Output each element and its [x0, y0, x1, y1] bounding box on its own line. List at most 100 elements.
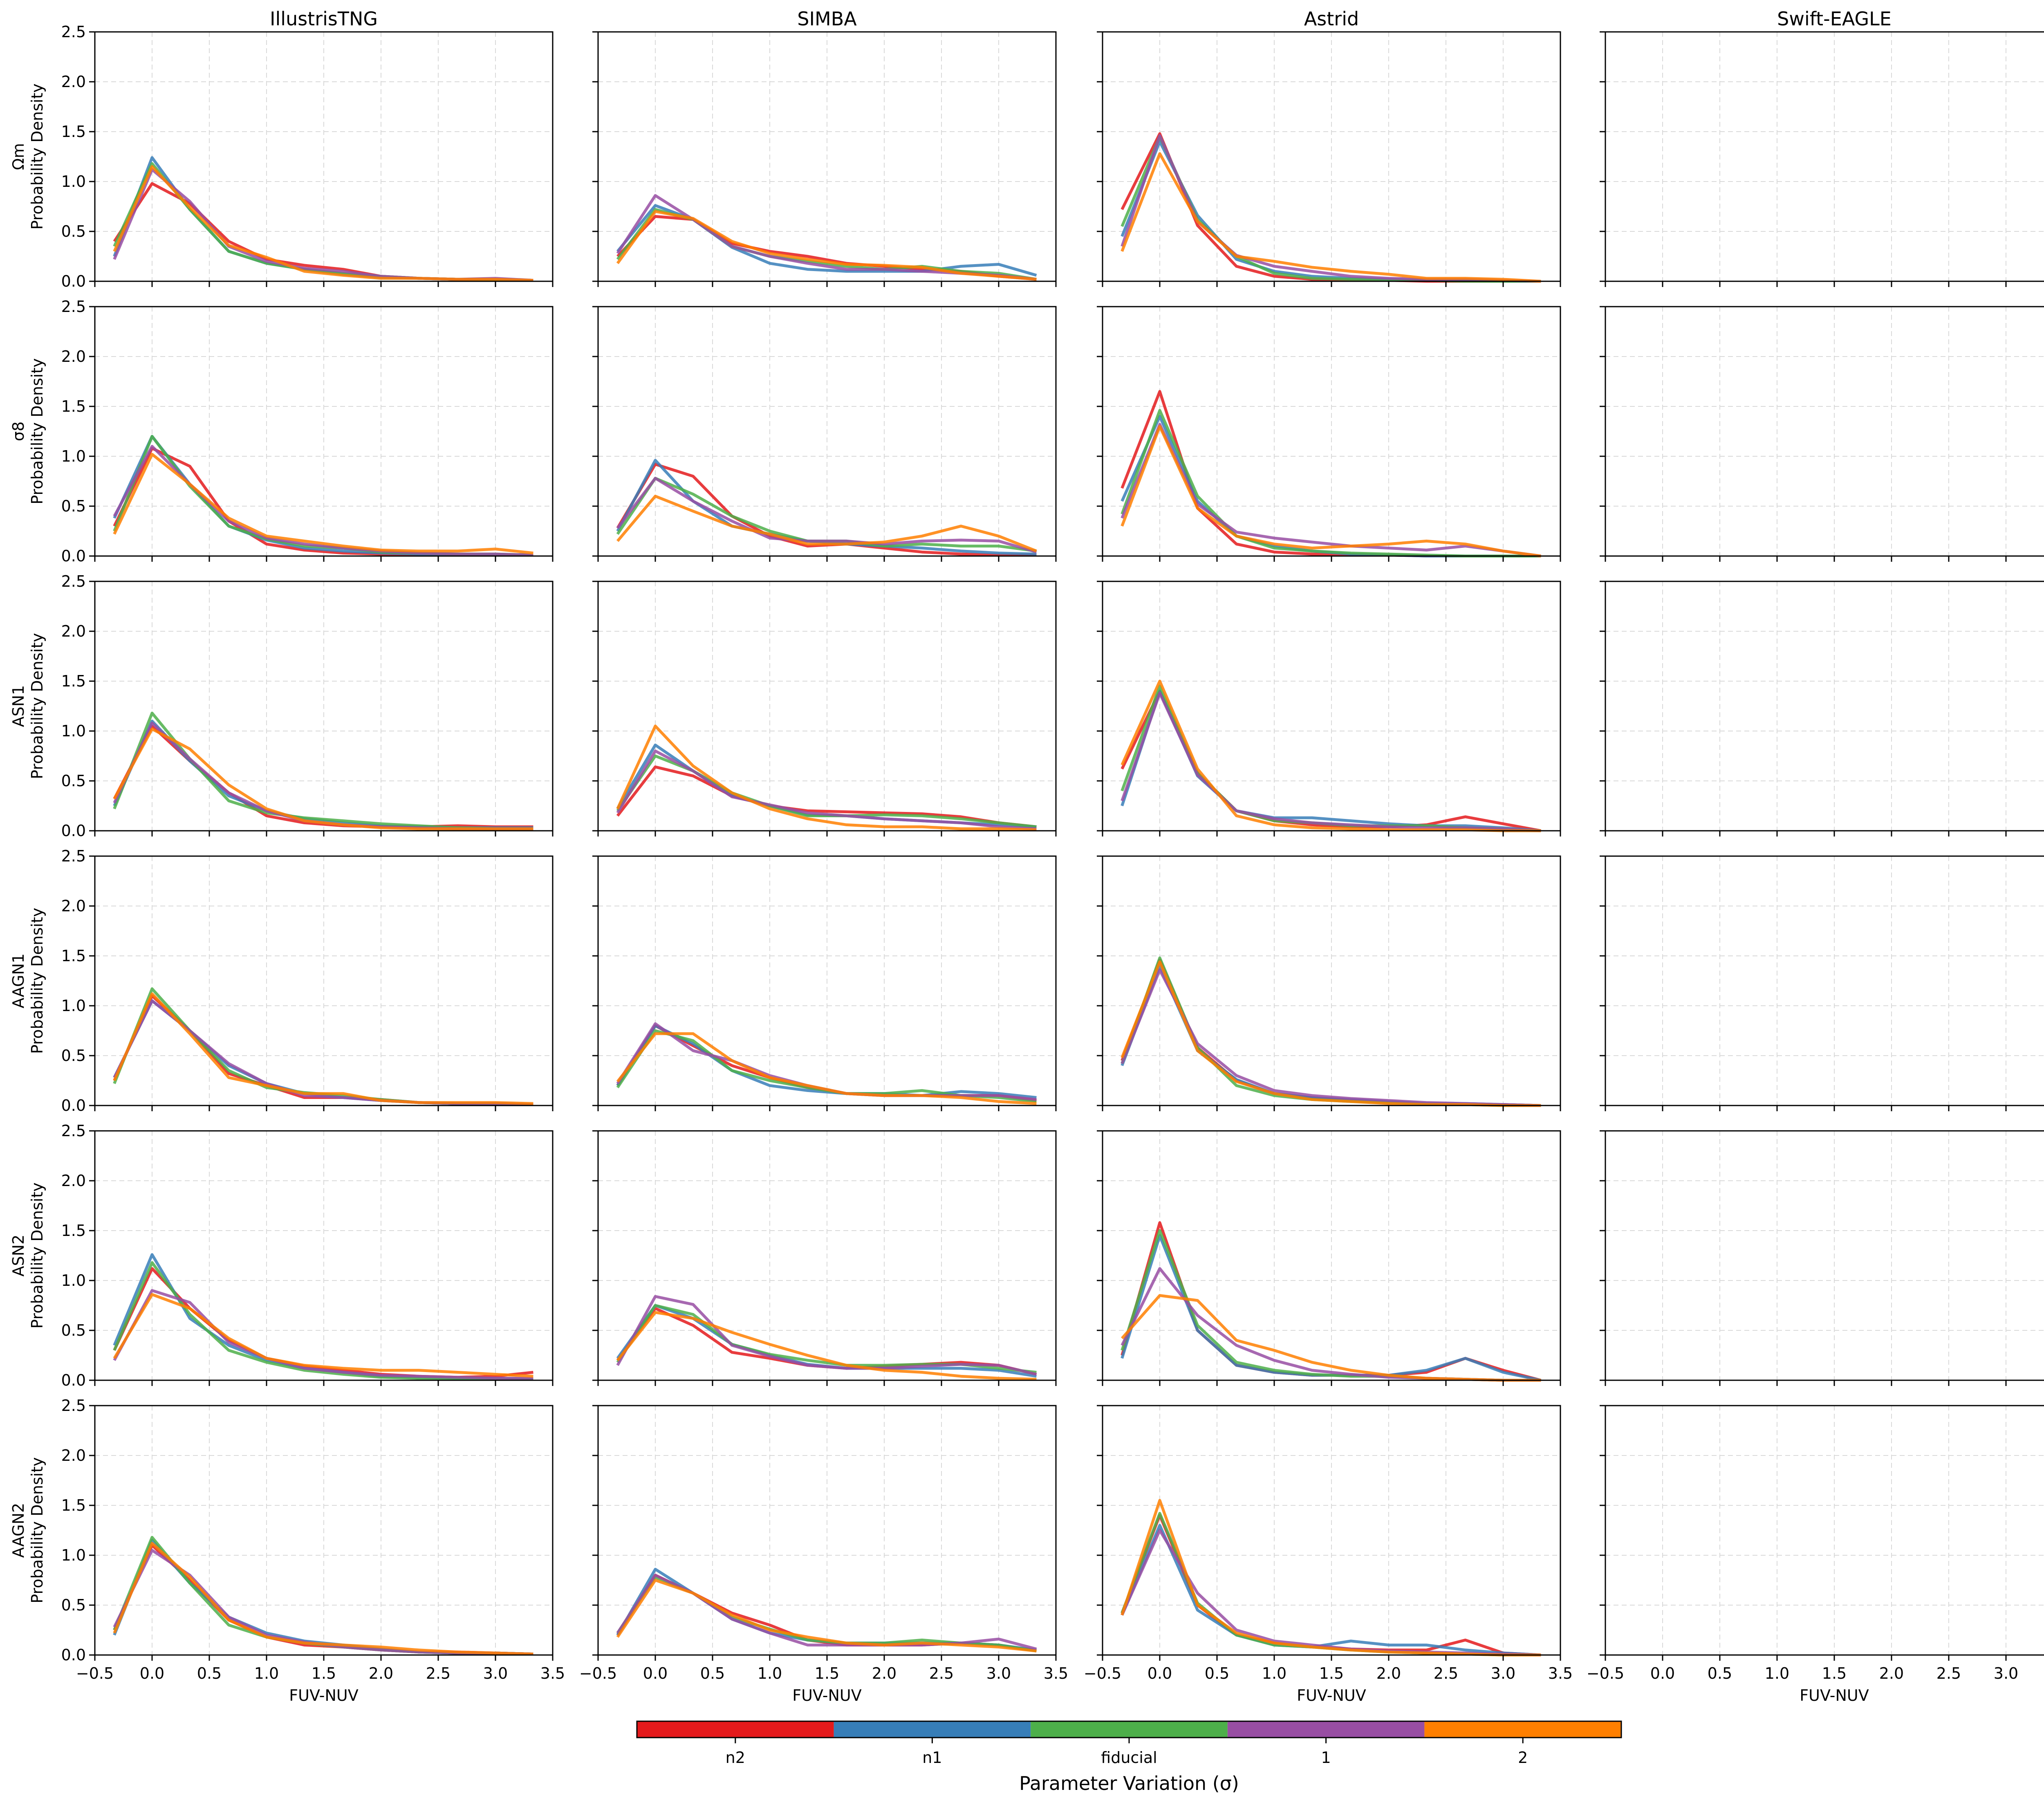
x-tick-label: 1.0 [1262, 1664, 1286, 1682]
y-tick-label: 2.0 [61, 348, 86, 366]
y-tick-label: 2.5 [61, 1122, 86, 1140]
panel [1097, 855, 1561, 1111]
colorbar-frame [636, 1720, 1622, 1738]
x-tick-label: 2.0 [872, 1664, 896, 1682]
row-parameter-label: AAGN2 [9, 1503, 27, 1558]
series-line-1 [113, 1289, 533, 1380]
y-tick-label: 0.5 [61, 1596, 86, 1614]
y-tick-label: 1.0 [61, 447, 86, 465]
panel [1097, 306, 1561, 562]
series-line-n2 [1121, 689, 1542, 832]
x-tick-label: 3.0 [483, 1664, 508, 1682]
column-title: IllustrisTNG [270, 8, 378, 30]
series-line-2 [616, 1032, 1037, 1105]
x-axis-label: FUV-NUV [1800, 1686, 1869, 1704]
axes-frame [1605, 581, 2044, 832]
series-line-1 [1121, 423, 1541, 558]
x-axis-label: FUV-NUV [792, 1686, 861, 1704]
y-tick-label: 0.5 [61, 497, 86, 515]
x-tick-label: 3.0 [1994, 1664, 2018, 1682]
axes-frame [1605, 31, 2044, 282]
series-line-2 [616, 724, 1037, 832]
x-tick-label: 0.5 [700, 1664, 725, 1682]
panel [1600, 855, 2044, 1111]
row-parameter-label: σ8 [9, 422, 27, 441]
axes-frame [1605, 1405, 2044, 1656]
y-tick-label: 2.5 [61, 23, 86, 41]
x-tick-label: 3.0 [1491, 1664, 1515, 1682]
panel [1097, 581, 1561, 836]
y-tick-label: 1.5 [61, 397, 86, 415]
row-parameter-label: ASN1 [9, 685, 27, 727]
panel [592, 1130, 1057, 1386]
colorbar-tick-label: n2 [726, 1749, 745, 1767]
series-line-2 [616, 1311, 1037, 1381]
y-tick-label: 0.5 [61, 772, 86, 790]
y-tick-label: 1.0 [61, 173, 86, 191]
x-tick-label: 1.0 [254, 1664, 279, 1682]
series-line-2 [113, 453, 533, 555]
y-tick-label: 2.0 [61, 73, 86, 91]
y-axis-label: Probability Density [28, 358, 46, 504]
x-tick-label: 2.5 [1936, 1664, 1961, 1682]
y-tick-label: 0.5 [61, 1047, 86, 1065]
y-tick-label: 1.5 [61, 947, 86, 965]
series-line-n1 [1121, 689, 1541, 832]
y-tick-label: 2.5 [61, 298, 86, 316]
y-tick-label: 1.0 [61, 722, 86, 740]
colorbar: n2 n1 fiducial 1 2 Parameter Variation (σ) [636, 1720, 1622, 1794]
series-line-2 [616, 495, 1037, 553]
x-tick-label: 0.5 [1205, 1664, 1229, 1682]
x-tick-label: 1.5 [1822, 1664, 1847, 1682]
colorbar-segment-n1 [834, 1721, 1031, 1738]
panel [1600, 581, 2044, 836]
panel [592, 855, 1057, 1111]
colorbar-segment-fiducial [1031, 1721, 1228, 1738]
panel [1600, 1130, 2044, 1386]
x-tick-label: 2.0 [1376, 1664, 1401, 1682]
y-tick-label: 1.5 [61, 123, 86, 141]
y-axis-label: Probability Density [28, 633, 46, 779]
panel: SIMBA [592, 8, 1057, 287]
series-line-fiducial [616, 754, 1037, 828]
x-tick-label: −0.5 [1587, 1664, 1624, 1682]
series-line-2 [113, 1542, 533, 1656]
series-line-n1 [616, 1024, 1037, 1099]
x-tick-label: 0.0 [1148, 1664, 1172, 1682]
y-tick-label: 2.0 [61, 897, 86, 915]
y-tick-label: 1.0 [61, 997, 86, 1015]
panel [1097, 1130, 1561, 1386]
series-line-2 [113, 165, 533, 282]
x-tick-label: 3.0 [986, 1664, 1011, 1682]
y-tick-label: 2.5 [61, 572, 86, 590]
y-tick-label: 1.5 [61, 1222, 86, 1240]
axes-frame [1605, 1130, 2044, 1381]
y-axis-label: Probability Density [28, 908, 46, 1054]
panel: 0.0 0.5 1.0 1.5 2.0 2.5 σ8 Probability Density [9, 298, 554, 565]
colorbar-segment-n2 [637, 1721, 834, 1738]
x-tick-label: 1.5 [1319, 1664, 1344, 1682]
series-line-2 [113, 1293, 533, 1378]
axes-frame [1605, 306, 2044, 557]
series-line-2 [1121, 152, 1541, 283]
y-tick-label: 1.0 [61, 1546, 86, 1564]
x-tick-label: 1.5 [312, 1664, 336, 1682]
y-tick-label: 0.0 [61, 1371, 86, 1389]
x-tick-label: −0.5 [1084, 1664, 1121, 1682]
series-line-n1 [1121, 140, 1541, 283]
axes-frame [1605, 855, 2044, 1106]
series-line-n1 [1121, 964, 1541, 1107]
panel [592, 306, 1057, 562]
series-line-n1 [616, 459, 1037, 556]
colorbar-segment-2 [1424, 1721, 1621, 1738]
y-tick-label: 2.5 [61, 1397, 86, 1415]
x-tick-label: 1.5 [815, 1664, 839, 1682]
y-tick-label: 1.5 [61, 672, 86, 690]
x-tick-label: 1.0 [1765, 1664, 1789, 1682]
x-tick-label: −0.5 [579, 1664, 617, 1682]
series-line-2 [616, 210, 1037, 281]
column-title: SIMBA [797, 8, 857, 30]
colorbar-tick-label: fiducial [1101, 1749, 1157, 1767]
colorbar-tick-label: 2 [1518, 1749, 1528, 1767]
